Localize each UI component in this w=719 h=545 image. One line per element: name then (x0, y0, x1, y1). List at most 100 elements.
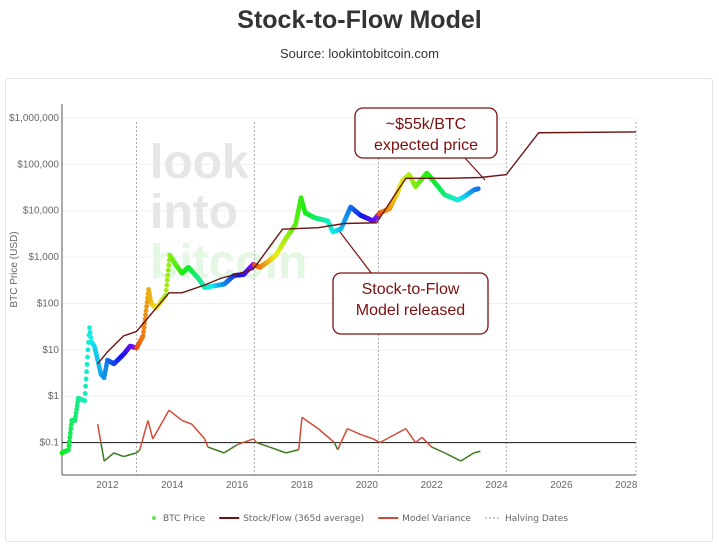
variance-segment (421, 436, 433, 448)
variance-segment (415, 436, 423, 444)
price-point (67, 438, 72, 444)
price-point (66, 443, 72, 448)
x-tick-label: 2016 (226, 480, 249, 491)
price-point (88, 334, 94, 340)
y-tick-label: $0.1 (40, 438, 60, 449)
price-point (83, 383, 89, 389)
variance-segment (96, 424, 102, 443)
y-tick-label: $10 (42, 345, 59, 356)
variance-segment (301, 416, 319, 430)
price-point (84, 369, 89, 375)
price-point (163, 287, 169, 293)
annotation-text: Stock-to-Flow (362, 281, 460, 298)
price-point (143, 308, 149, 313)
price-point (475, 186, 481, 192)
y-tick-label: $1,000 (28, 252, 59, 263)
x-tick-label: 2026 (550, 480, 573, 491)
y-tick-label: $100 (37, 298, 60, 309)
variance-segment (100, 442, 105, 462)
variance-segment (317, 428, 335, 444)
variance-segment (473, 450, 481, 454)
y-tick-label: $1,000,000 (9, 113, 59, 124)
variance-segment (360, 433, 374, 440)
y-tick-label: $1 (48, 391, 60, 402)
price-point (85, 354, 90, 360)
legend-marker-price (151, 516, 156, 520)
legend-label: Model Variance (402, 514, 471, 524)
annotation-text: expected price (374, 137, 478, 154)
price-point (143, 312, 148, 318)
price-point (66, 447, 71, 453)
price-point (165, 272, 171, 278)
variance-segment (297, 417, 303, 450)
page-subtitle: Source: lookintobitcoin.com (280, 46, 439, 61)
variance-segment (123, 452, 137, 458)
annotation-box (354, 107, 498, 159)
y-axis-title: BTC Price (USD) (9, 231, 20, 307)
variance-segment (285, 449, 299, 454)
variance-segment (405, 428, 417, 444)
variance-segment (191, 423, 206, 440)
annotation-arrow (464, 157, 486, 181)
price-point (72, 418, 78, 423)
y-tick-label: $10,000 (23, 206, 60, 217)
y-tick-label: $100,000 (17, 159, 59, 170)
price-point (73, 414, 78, 420)
price-point (142, 320, 147, 326)
variance-segment (256, 441, 270, 448)
variance-segment (168, 409, 183, 422)
price-point (163, 292, 169, 298)
x-tick-label: 2018 (291, 480, 314, 491)
variance-segment (336, 428, 349, 451)
price-point (83, 376, 89, 382)
variance-segment (236, 438, 254, 446)
variance-segment (347, 427, 361, 436)
price-point (68, 426, 74, 432)
annotation-box (332, 272, 489, 335)
legend-label: Stock/Flow (365d average) (243, 514, 364, 524)
x-tick-label: 2014 (161, 480, 184, 491)
annotation-text: ~$55k/BTC (386, 116, 466, 133)
legend-label: Halving Dates (505, 514, 568, 524)
variance-segment (181, 419, 192, 425)
chart-frame (5, 78, 713, 542)
variance-segment (269, 446, 287, 454)
price-point (141, 329, 146, 335)
variance-segment (203, 438, 209, 448)
stock-to-flow-line (97, 131, 637, 365)
variance-segment (223, 444, 238, 454)
price-point (87, 325, 92, 331)
price-point (67, 430, 73, 436)
watermark-text: look (150, 136, 249, 189)
variance-segment (152, 409, 170, 440)
variance-segment (252, 438, 258, 444)
annotation-text: Model released (356, 302, 465, 319)
price-point (164, 282, 170, 288)
price-point (164, 277, 170, 283)
variance-segment (139, 420, 149, 450)
variance-segment (379, 427, 407, 444)
variance-segment (147, 420, 154, 440)
price-point (74, 403, 80, 409)
variance-segment (444, 452, 462, 462)
price-point (82, 391, 88, 396)
variance-segment (136, 449, 141, 454)
price-point (84, 361, 90, 367)
price-point (140, 333, 146, 339)
annotation-arrow (339, 231, 373, 275)
variance-segment (113, 452, 124, 458)
price-point (165, 267, 171, 273)
variance-segment (431, 446, 445, 454)
price-point (144, 303, 149, 309)
price-point (141, 325, 147, 330)
price-point (73, 410, 79, 416)
variance-segment (103, 452, 115, 462)
x-tick-label: 2024 (485, 480, 508, 491)
x-tick-label: 2012 (96, 480, 119, 491)
price-point (87, 329, 93, 335)
page-title: Stock-to-Flow Model (237, 6, 482, 34)
x-tick-label: 2022 (421, 480, 444, 491)
price-point (166, 262, 172, 268)
variance-segment (460, 452, 475, 462)
